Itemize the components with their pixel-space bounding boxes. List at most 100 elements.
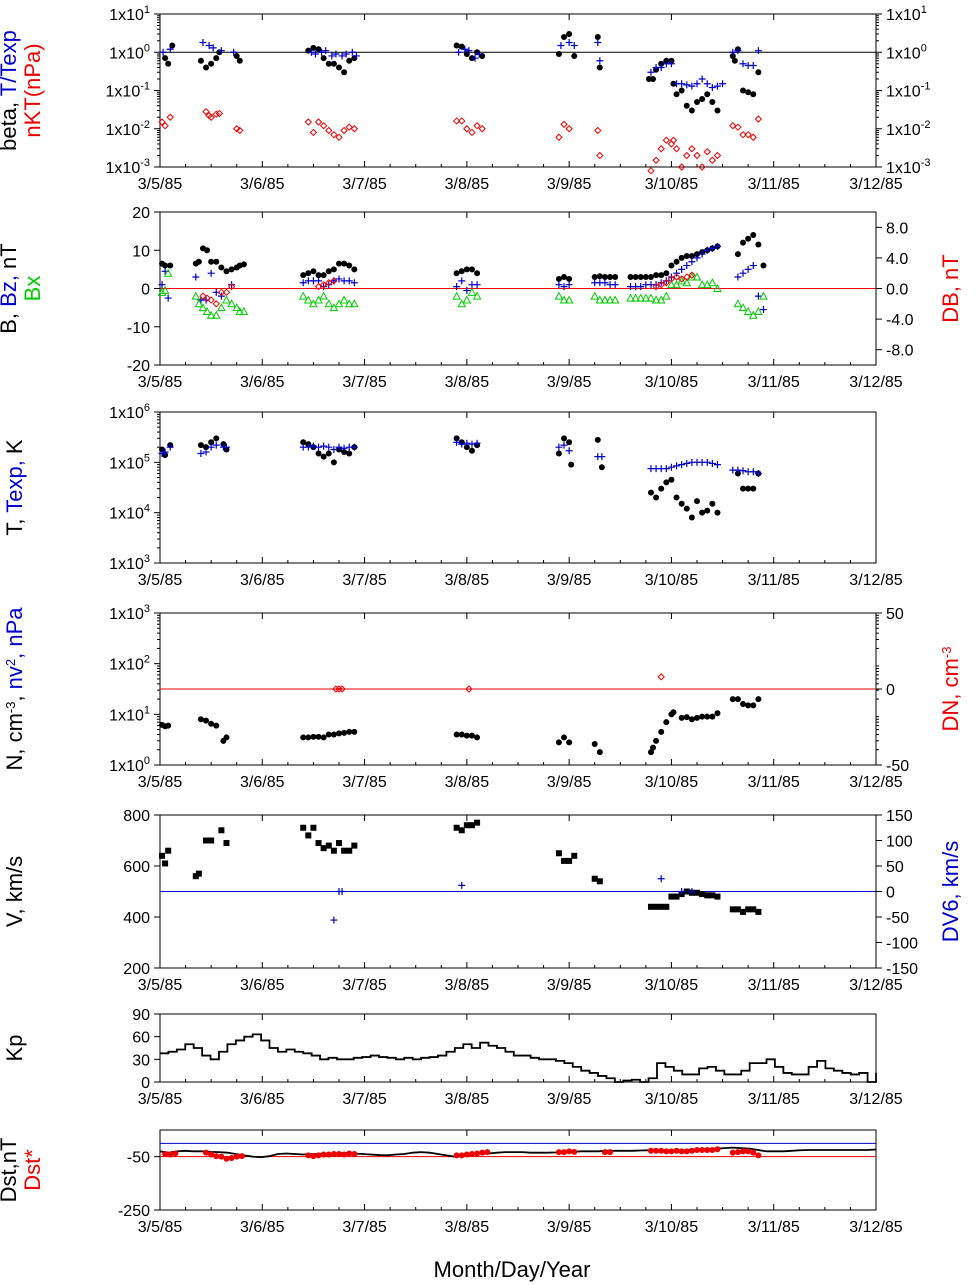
data-point [708,156,717,164]
data-point [305,734,312,741]
data-point [750,702,757,709]
data-point [662,279,671,287]
data-point [683,505,690,512]
data-point [463,732,470,739]
data-point [713,461,721,469]
data-point [161,122,169,130]
data-point [714,107,721,114]
data-point [208,1151,215,1158]
data-point [223,1155,230,1162]
data-point [159,852,166,859]
data-point [601,1149,608,1156]
data-point [350,443,358,451]
data-point [458,440,466,448]
data-point [750,231,757,238]
x-tick-label: 3/6/85 [240,1091,285,1108]
data-point [663,479,670,486]
data-point [750,485,757,492]
y-tick-label: -10 [127,320,150,337]
data-point [336,64,342,71]
data-point [458,43,465,50]
data-point [708,278,717,287]
data-point [325,450,332,457]
x-tick-label: 3/10/85 [645,774,698,791]
y-tick-label: -50 [127,1150,150,1167]
x-tick-label: 3/8/85 [445,176,490,193]
data-point [740,700,747,707]
data-point [205,42,213,50]
data-point [325,279,333,287]
data-point [754,470,762,477]
data-point [223,734,230,741]
data-point [656,295,666,304]
data-point [351,266,358,273]
data-point [239,306,249,315]
data-point [468,128,476,137]
data-point [683,459,691,467]
data-point [217,292,225,300]
series-0 [159,696,762,756]
data-point [667,463,675,471]
data-point [240,261,247,268]
data-point [166,45,174,53]
x-tick-label: 3/9/85 [547,1091,592,1108]
data-point [600,295,610,304]
y-right-tick-label: -50 [886,758,909,775]
data-point [315,46,322,53]
data-point [330,266,337,273]
y-right-axis-label: DV6, km/s [938,841,963,942]
data-point [693,254,701,262]
data-point [330,847,337,854]
data-point [228,1155,235,1161]
data-point [465,47,473,55]
data-point [610,295,620,304]
data-point [713,151,722,160]
y-right-tick-label: 50 [886,859,904,876]
data-point [692,272,702,281]
data-point [304,118,313,126]
data-point [658,485,665,492]
data-point [213,1153,220,1160]
series-1 [158,438,762,477]
data-point [668,476,675,483]
data-point [217,288,226,297]
y-axis-label: B, Bz, nT [0,243,21,334]
data-point [745,906,752,913]
data-point [213,722,220,729]
x-tick-label: 3/8/85 [445,572,490,589]
data-point [657,875,665,883]
data-point [646,293,656,302]
data-point [607,1149,614,1156]
data-point [330,459,337,466]
data-point [341,69,348,76]
data-point [351,842,358,849]
data-point [566,739,573,746]
data-point [213,55,220,62]
y-right-tick-label: 50 [886,606,904,623]
data-point [325,268,332,275]
x-tick-label: 3/9/85 [547,374,592,391]
data-point [463,286,471,294]
data-point [452,291,461,300]
data-point [713,82,721,90]
data-point [311,50,319,58]
data-point [215,109,224,118]
data-point [453,283,461,291]
data-point [709,1147,716,1153]
data-point [605,295,615,304]
y-axis-label: Kp [2,1035,27,1062]
data-point [346,450,353,457]
data-point [157,287,167,296]
data-point [729,696,736,703]
data-point [458,1152,465,1159]
data-point [750,91,757,98]
data-point [565,125,573,133]
data-point [338,52,346,60]
plot-frame [159,13,877,168]
data-point [341,260,348,267]
data-point [233,1153,240,1160]
data-point [554,291,564,300]
y-right-tick-label: 1x100 [886,42,927,62]
data-point [458,881,466,889]
